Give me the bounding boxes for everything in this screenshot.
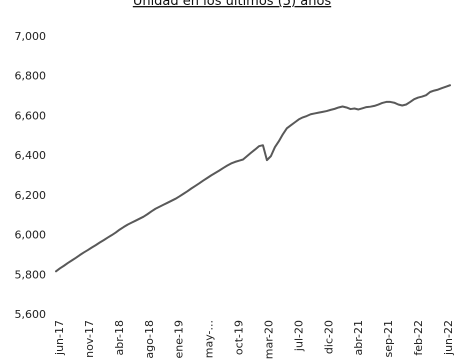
x-tick-label: jun-17 — [53, 320, 66, 356]
x-tick-label: mar-20 — [262, 320, 275, 359]
series-line — [55, 84, 451, 273]
x-axis-ticks: jun-17 nov-17 abr-18 ago-18 ene-19 may-... oct… — [53, 320, 454, 359]
x-tick-label: jul-20 — [292, 320, 305, 352]
y-axis-ticks: 5,600 5,800 6,000 6,200 6,400 6,600 6,800 7,000 — [15, 30, 47, 321]
y-tick-label: 6,200 — [15, 189, 47, 202]
x-tick-label: feb-22 — [412, 320, 425, 356]
y-tick-label: 6,000 — [15, 229, 47, 242]
y-tick-label: 6,600 — [15, 109, 47, 122]
x-tick-label: ene-19 — [173, 320, 186, 358]
y-tick-label: 6,400 — [15, 149, 47, 162]
chart-title: Unidad en los últimos (5) años — [133, 0, 332, 9]
x-tick-label: nov-17 — [83, 320, 96, 358]
x-tick-label: jun-22 — [442, 320, 454, 356]
y-tick-label: 5,600 — [15, 308, 47, 321]
x-tick-label: may-... — [203, 320, 216, 358]
x-tick-label: dic-20 — [322, 320, 335, 354]
x-tick-label: sep-21 — [382, 320, 395, 357]
y-tick-label: 7,000 — [15, 30, 47, 43]
x-tick-label: abr-21 — [352, 320, 365, 356]
x-tick-label: abr-18 — [113, 320, 126, 356]
x-tick-label: ago-18 — [143, 320, 156, 359]
y-tick-label: 5,800 — [15, 268, 47, 281]
x-tick-label: oct-19 — [233, 320, 246, 355]
y-tick-label: 6,800 — [15, 70, 47, 83]
